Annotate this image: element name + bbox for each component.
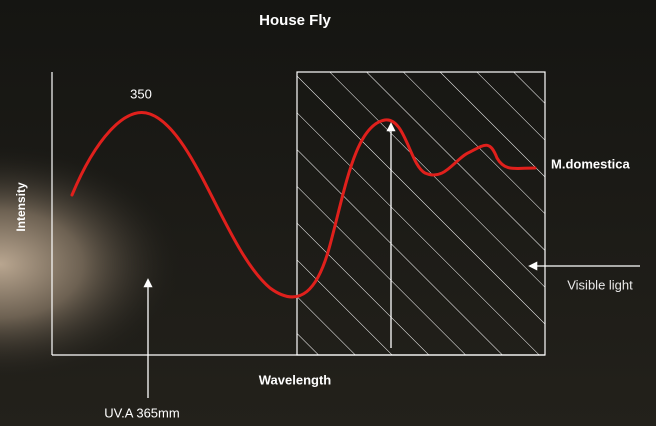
visible-region bbox=[296, 71, 546, 356]
curve-label: M.domestica bbox=[551, 156, 631, 171]
y-axis-label: Intensity bbox=[14, 182, 28, 232]
x-axis-label: Wavelength bbox=[259, 372, 332, 387]
peak-label: 350 bbox=[130, 86, 152, 101]
spectral-curve bbox=[70, 111, 537, 299]
visible-light-label: Visible light bbox=[567, 277, 633, 292]
title: House Fly bbox=[259, 12, 331, 29]
uv-label: UV.A 365mm bbox=[104, 405, 179, 420]
